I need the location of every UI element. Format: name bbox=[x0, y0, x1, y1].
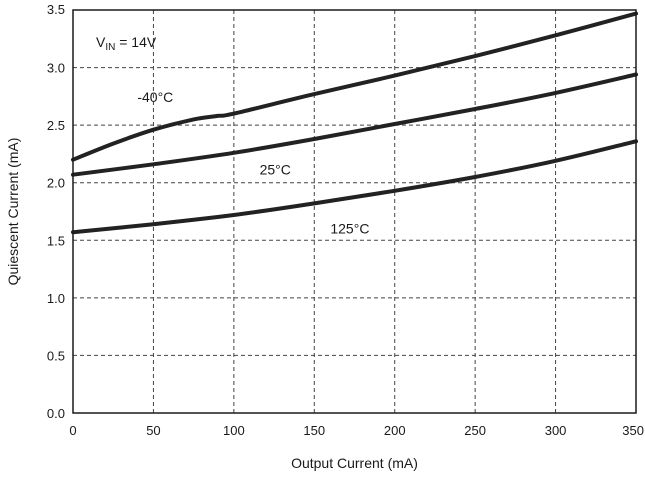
series-line-0 bbox=[71, 11, 638, 162]
x-tick-labels: 0 50 100 150 200 250 300 350 bbox=[69, 423, 644, 438]
condition-subscript: IN bbox=[105, 42, 115, 53]
y-tick-label: 3.0 bbox=[47, 61, 65, 76]
condition-prefix: V bbox=[96, 34, 106, 50]
x-tick-label: 200 bbox=[384, 423, 406, 438]
plot-frame bbox=[72, 9, 637, 414]
y-tick-label: 1.0 bbox=[47, 291, 65, 306]
y-tick-labels: 0.0 0.5 1.0 1.5 2.0 2.5 3.0 3.5 bbox=[47, 2, 65, 421]
series-line-1 bbox=[71, 72, 638, 177]
x-tick-label: 300 bbox=[545, 423, 567, 438]
condition-label: VIN = 14V bbox=[96, 34, 157, 53]
y-tick-label: 3.5 bbox=[47, 2, 65, 17]
condition-suffix: = 14V bbox=[115, 34, 157, 50]
series-label-2: 125°C bbox=[330, 220, 369, 236]
y-tick-label: 1.5 bbox=[47, 233, 65, 248]
x-tick-label: 100 bbox=[223, 423, 245, 438]
series-line-2 bbox=[71, 139, 638, 235]
y-tick-label: 2.5 bbox=[47, 118, 65, 133]
y-tick-label: 0.0 bbox=[47, 406, 65, 421]
y-axis-title: Quiescent Current (mA) bbox=[5, 138, 21, 286]
x-tick-label: 350 bbox=[622, 423, 644, 438]
x-tick-label: 150 bbox=[303, 423, 325, 438]
x-axis-title: Output Current (mA) bbox=[291, 455, 418, 471]
series-label-1: 25°C bbox=[260, 162, 291, 178]
series-labels: -40°C 25°C 125°C bbox=[137, 89, 369, 236]
series-lines bbox=[71, 11, 638, 235]
x-tick-label: 250 bbox=[464, 423, 486, 438]
series-label-0: -40°C bbox=[137, 89, 173, 105]
y-tick-label: 2.0 bbox=[47, 176, 65, 191]
y-tick-label: 0.5 bbox=[47, 348, 65, 363]
x-tick-label: 0 bbox=[69, 423, 76, 438]
grid bbox=[73, 10, 636, 413]
x-tick-label: 50 bbox=[146, 423, 160, 438]
